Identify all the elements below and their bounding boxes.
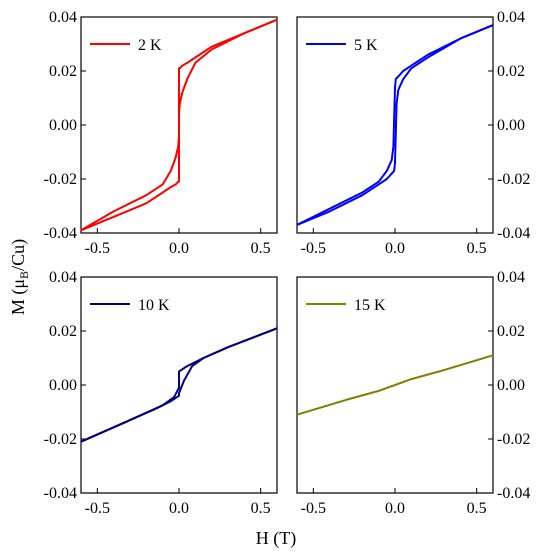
x-tick-label: -0.5 <box>301 240 326 257</box>
y-tick-label: 0.00 <box>497 377 525 394</box>
x-tick-label: 0.5 <box>467 240 487 257</box>
y-tick-label: 0.00 <box>497 117 525 134</box>
x-tick-label: 0.0 <box>169 500 189 517</box>
series-line-0 <box>296 24 494 226</box>
series-line-1 <box>80 327 278 443</box>
series-line-0 <box>296 354 494 416</box>
y-tick-label: 0.02 <box>49 323 77 340</box>
series-line-1 <box>80 18 278 232</box>
y-tick-label: 0.04 <box>497 269 525 286</box>
y-tick-label: 0.00 <box>49 377 77 394</box>
legend-label: 5 K <box>354 37 378 54</box>
y-tick-label: -0.04 <box>44 485 77 502</box>
y-tick-label: 0.04 <box>497 9 525 26</box>
y-tick-label: 0.02 <box>497 323 525 340</box>
panel-top-left: -0.5 0.0 0.5 -0.04 -0.02 0.00 0.02 0.04 2 K <box>44 9 278 257</box>
x-tick-label: -0.5 <box>85 240 110 257</box>
legend-label: 2 K <box>138 37 162 54</box>
y-tick-label: 0.02 <box>49 63 77 80</box>
x-tick-label: 0.0 <box>385 500 405 517</box>
x-axis-label: H (T) <box>256 528 296 549</box>
legend-label: 15 K <box>354 297 386 314</box>
series-line-1 <box>296 24 494 226</box>
y-tick-label: -0.04 <box>497 485 530 502</box>
series-line-0 <box>80 327 278 443</box>
y-tick-label: 0.04 <box>49 9 77 26</box>
y-tick-label: -0.02 <box>44 431 77 448</box>
x-tick-label: 0.5 <box>251 500 271 517</box>
y-tick-label: -0.02 <box>497 431 530 448</box>
x-tick-label: 0.0 <box>169 240 189 257</box>
y-tick-label: -0.02 <box>497 171 530 188</box>
y-tick-label: 0.00 <box>49 117 77 134</box>
y-tick-label: 0.02 <box>497 63 525 80</box>
series-line-0 <box>80 18 278 232</box>
panel-bottom-left: -0.5 0.0 0.5 -0.04 -0.02 0.00 0.02 0.04 10 K <box>44 269 278 517</box>
plot-frame <box>296 16 494 234</box>
panel-bottom-right: -0.5 0.0 0.5 -0.04 -0.02 0.00 0.02 0.04 15 K <box>296 269 530 517</box>
x-tick-label: -0.5 <box>301 500 326 517</box>
legend-label: 10 K <box>138 297 170 314</box>
x-tick-label: 0.5 <box>251 240 271 257</box>
panel-top-right: -0.5 0.0 0.5 -0.04 -0.02 0.00 0.02 0.04 5 K <box>296 9 530 257</box>
y-tick-label: -0.04 <box>44 225 77 242</box>
x-tick-label: 0.5 <box>467 500 487 517</box>
x-tick-label: 0.0 <box>385 240 405 257</box>
panels: -0.5 0.0 0.5 -0.04 -0.02 0.00 0.02 0.04 2 K -0.5 0… <box>44 9 531 517</box>
y-tick-label: -0.02 <box>44 171 77 188</box>
x-tick-label: -0.5 <box>85 500 110 517</box>
y-tick-label: -0.04 <box>497 225 530 242</box>
y-tick-label: 0.04 <box>49 269 77 286</box>
y-axis-label: M (μB/Cu) <box>8 239 31 315</box>
